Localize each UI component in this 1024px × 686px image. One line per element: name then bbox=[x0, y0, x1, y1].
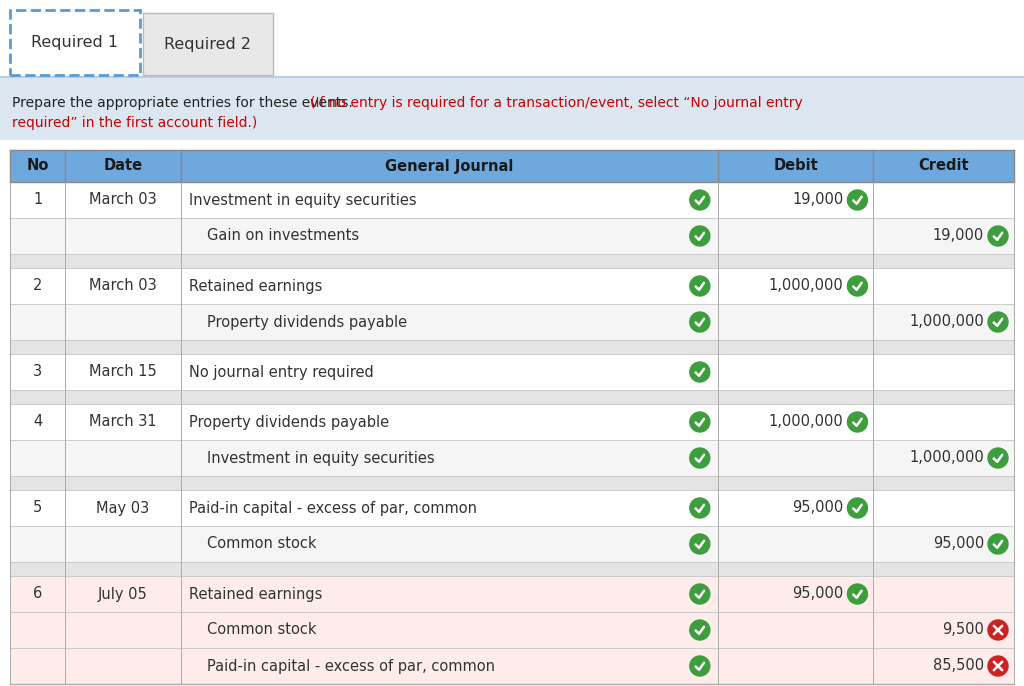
Text: 1,000,000: 1,000,000 bbox=[769, 279, 844, 294]
Text: Required 2: Required 2 bbox=[165, 36, 252, 51]
Circle shape bbox=[988, 656, 1008, 676]
FancyBboxPatch shape bbox=[10, 526, 1014, 562]
Text: Retained earnings: Retained earnings bbox=[188, 587, 323, 602]
Text: Prepare the appropriate entries for these events.: Prepare the appropriate entries for thes… bbox=[12, 96, 357, 110]
Circle shape bbox=[848, 190, 867, 210]
Circle shape bbox=[690, 226, 710, 246]
FancyBboxPatch shape bbox=[10, 490, 1014, 526]
FancyBboxPatch shape bbox=[0, 78, 1024, 140]
Text: No: No bbox=[27, 158, 49, 174]
Circle shape bbox=[690, 534, 710, 554]
FancyBboxPatch shape bbox=[10, 648, 1014, 684]
FancyBboxPatch shape bbox=[10, 440, 1014, 476]
Text: 3: 3 bbox=[33, 364, 42, 379]
FancyBboxPatch shape bbox=[10, 404, 1014, 440]
Text: 9,500: 9,500 bbox=[942, 622, 984, 637]
Circle shape bbox=[848, 498, 867, 518]
Text: 4: 4 bbox=[33, 414, 42, 429]
Circle shape bbox=[988, 312, 1008, 332]
FancyBboxPatch shape bbox=[10, 612, 1014, 648]
FancyBboxPatch shape bbox=[10, 304, 1014, 340]
Text: 2: 2 bbox=[33, 279, 42, 294]
FancyBboxPatch shape bbox=[10, 340, 1014, 354]
Circle shape bbox=[690, 190, 710, 210]
Circle shape bbox=[690, 276, 710, 296]
Circle shape bbox=[690, 362, 710, 382]
FancyBboxPatch shape bbox=[10, 576, 1014, 612]
Circle shape bbox=[988, 534, 1008, 554]
Circle shape bbox=[690, 584, 710, 604]
Text: (If no entry is required for a transaction/event, select “No journal entry: (If no entry is required for a transacti… bbox=[310, 96, 803, 110]
Text: Retained earnings: Retained earnings bbox=[188, 279, 323, 294]
FancyBboxPatch shape bbox=[10, 562, 1014, 576]
Circle shape bbox=[848, 584, 867, 604]
Text: Common stock: Common stock bbox=[207, 622, 316, 637]
Text: required” in the first account field.): required” in the first account field.) bbox=[12, 116, 257, 130]
Text: Required 1: Required 1 bbox=[32, 35, 119, 50]
FancyBboxPatch shape bbox=[10, 476, 1014, 490]
Text: 19,000: 19,000 bbox=[933, 228, 984, 244]
FancyBboxPatch shape bbox=[10, 390, 1014, 404]
Text: Gain on investments: Gain on investments bbox=[207, 228, 358, 244]
Text: Property dividends payable: Property dividends payable bbox=[188, 414, 389, 429]
Text: 95,000: 95,000 bbox=[933, 536, 984, 552]
FancyBboxPatch shape bbox=[143, 13, 273, 75]
Text: 85,500: 85,500 bbox=[933, 659, 984, 674]
Text: 1,000,000: 1,000,000 bbox=[909, 451, 984, 466]
Text: No journal entry required: No journal entry required bbox=[188, 364, 374, 379]
FancyBboxPatch shape bbox=[10, 218, 1014, 254]
Text: March 15: March 15 bbox=[89, 364, 157, 379]
Text: March 03: March 03 bbox=[89, 193, 157, 207]
FancyBboxPatch shape bbox=[10, 10, 140, 75]
FancyBboxPatch shape bbox=[10, 150, 1014, 182]
Circle shape bbox=[690, 412, 710, 432]
Text: Credit: Credit bbox=[919, 158, 969, 174]
Text: Common stock: Common stock bbox=[207, 536, 316, 552]
Text: July 05: July 05 bbox=[98, 587, 147, 602]
FancyBboxPatch shape bbox=[10, 254, 1014, 268]
Text: March 31: March 31 bbox=[89, 414, 157, 429]
Text: 1,000,000: 1,000,000 bbox=[909, 314, 984, 329]
Circle shape bbox=[690, 312, 710, 332]
Circle shape bbox=[690, 620, 710, 640]
Circle shape bbox=[988, 226, 1008, 246]
Text: 1,000,000: 1,000,000 bbox=[769, 414, 844, 429]
Circle shape bbox=[690, 498, 710, 518]
Text: Investment in equity securities: Investment in equity securities bbox=[207, 451, 434, 466]
Text: 1: 1 bbox=[33, 193, 42, 207]
FancyBboxPatch shape bbox=[10, 182, 1014, 218]
Text: Date: Date bbox=[103, 158, 142, 174]
Circle shape bbox=[988, 448, 1008, 468]
Text: 6: 6 bbox=[33, 587, 42, 602]
Circle shape bbox=[690, 448, 710, 468]
Text: General Journal: General Journal bbox=[385, 158, 513, 174]
FancyBboxPatch shape bbox=[10, 268, 1014, 304]
Text: Property dividends payable: Property dividends payable bbox=[207, 314, 407, 329]
FancyBboxPatch shape bbox=[10, 354, 1014, 390]
Text: 95,000: 95,000 bbox=[793, 587, 844, 602]
Text: 5: 5 bbox=[33, 501, 42, 515]
Circle shape bbox=[848, 412, 867, 432]
Text: Investment in equity securities: Investment in equity securities bbox=[188, 193, 417, 207]
Text: 19,000: 19,000 bbox=[793, 193, 844, 207]
Circle shape bbox=[988, 620, 1008, 640]
Text: Paid-in capital - excess of par, common: Paid-in capital - excess of par, common bbox=[188, 501, 477, 515]
Circle shape bbox=[848, 276, 867, 296]
Text: 95,000: 95,000 bbox=[793, 501, 844, 515]
Circle shape bbox=[690, 656, 710, 676]
Text: Paid-in capital - excess of par, common: Paid-in capital - excess of par, common bbox=[207, 659, 495, 674]
Text: Debit: Debit bbox=[773, 158, 818, 174]
Text: March 03: March 03 bbox=[89, 279, 157, 294]
Text: May 03: May 03 bbox=[96, 501, 150, 515]
